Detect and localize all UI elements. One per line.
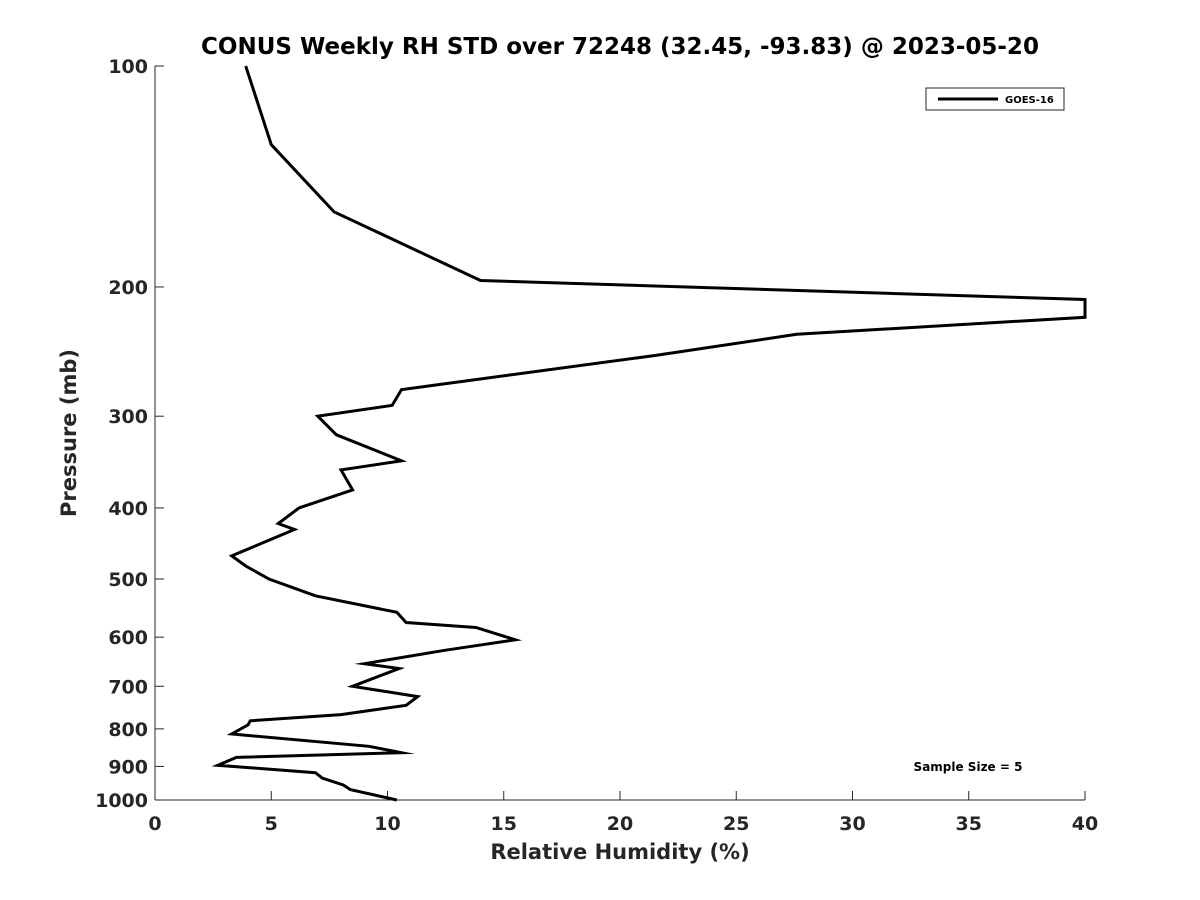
- y-tick-label: 900: [108, 756, 148, 778]
- x-tick-label: 20: [607, 813, 633, 835]
- series-layer: [211, 65, 1087, 802]
- x-tick-label: 5: [265, 813, 278, 835]
- x-ticks: 0 5 10 15 20 25 30 35 40: [148, 791, 1098, 835]
- y-ticks: 100 200 300 400 500 600 700 800 900 1000: [95, 56, 164, 812]
- x-tick-label: 30: [839, 813, 865, 835]
- sample-size-annotation: Sample Size = 5: [914, 760, 1023, 774]
- y-tick-label: 200: [108, 277, 148, 299]
- y-tick-label: 500: [108, 569, 148, 591]
- x-tick-label: 0: [148, 813, 161, 835]
- legend: GOES-16: [925, 87, 1065, 111]
- legend-series-label: GOES-16: [1005, 95, 1054, 106]
- y-tick-label: 600: [108, 627, 148, 649]
- x-axis-label: Relative Humidity (%): [490, 840, 749, 864]
- x-tick-label: 40: [1072, 813, 1098, 835]
- y-tick-label: 400: [108, 498, 148, 520]
- x-tick-label: 35: [956, 813, 982, 835]
- y-axis-label: Pressure (mb): [57, 349, 81, 517]
- x-tick-label: 10: [374, 813, 400, 835]
- y-tick-label: 700: [108, 676, 148, 698]
- y-tick-label: 1000: [95, 790, 148, 812]
- x-tick-label: 15: [491, 813, 517, 835]
- chart-title: CONUS Weekly RH STD over 72248 (32.45, -…: [201, 34, 1039, 60]
- y-tick-label: 100: [108, 56, 148, 78]
- x-tick-label: 25: [723, 813, 749, 835]
- series-line-goes-16: [211, 65, 1087, 802]
- y-tick-label: 300: [108, 406, 148, 428]
- y-tick-label: 800: [108, 719, 148, 741]
